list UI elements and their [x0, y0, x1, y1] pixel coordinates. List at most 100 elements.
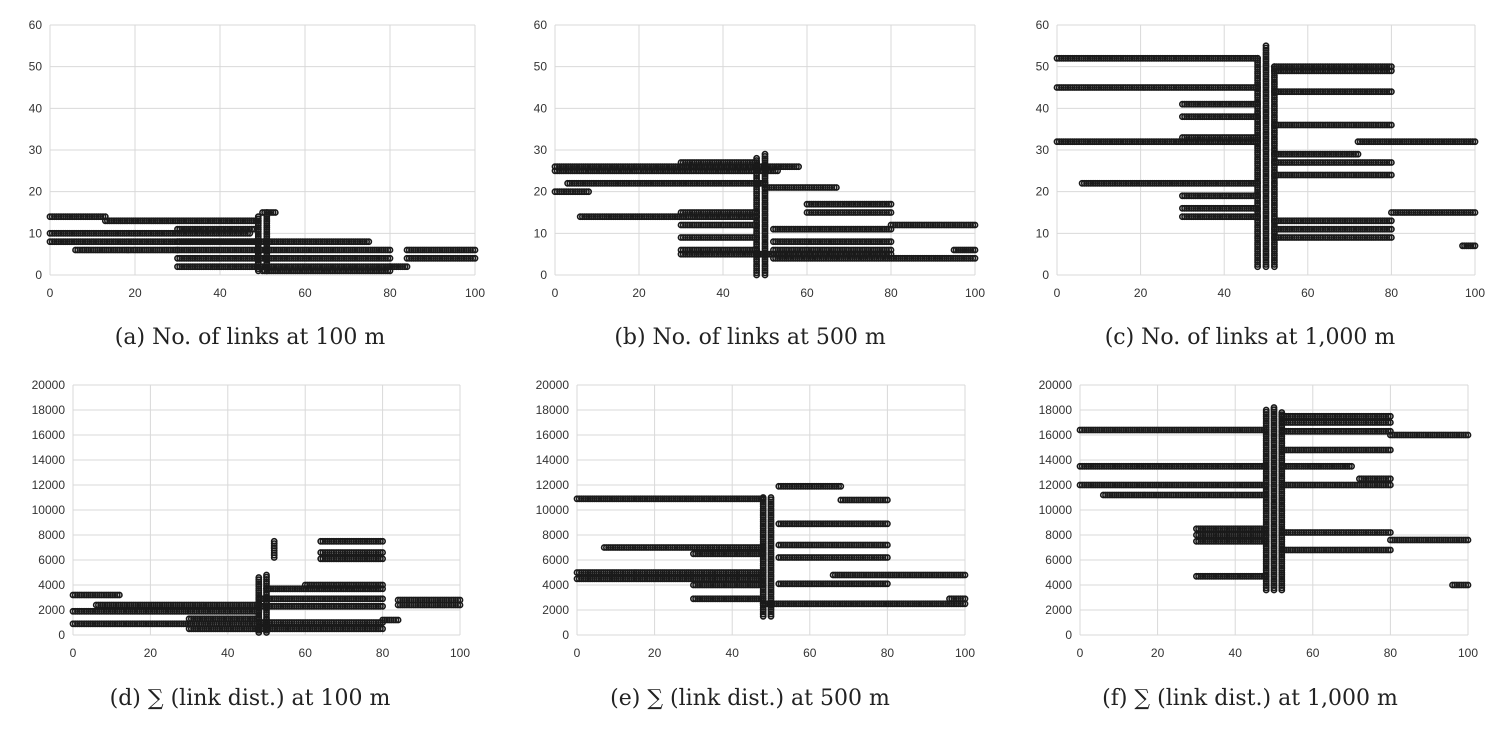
- data-point: [299, 595, 307, 603]
- data-point: [876, 246, 884, 254]
- data-point: [1270, 170, 1278, 178]
- data-point: [716, 167, 724, 175]
- data-point: [715, 250, 722, 258]
- data-point: [603, 179, 611, 187]
- data-point: [761, 242, 769, 250]
- data-point: [93, 591, 101, 599]
- data-point: [846, 254, 854, 262]
- data-point: [658, 213, 666, 221]
- data-point: [1262, 194, 1270, 202]
- data-point: [317, 595, 325, 603]
- data-point: [1270, 144, 1278, 152]
- data-point: [753, 198, 760, 206]
- data-point: [1104, 84, 1112, 91]
- data-point: [823, 209, 831, 216]
- data-point-run: [1178, 100, 1261, 108]
- data-point: [358, 238, 366, 246]
- data-point: [193, 225, 201, 233]
- data-point: [224, 225, 232, 233]
- data-point: [885, 209, 893, 216]
- data-point: [464, 254, 472, 262]
- data-point: [254, 230, 262, 238]
- data-point: [1361, 121, 1369, 129]
- data-point: [700, 544, 707, 551]
- data-point: [359, 595, 367, 603]
- data-point: [1387, 67, 1395, 75]
- data-point: [1234, 113, 1242, 121]
- data-point: [1365, 88, 1373, 96]
- data-point: [1334, 217, 1342, 225]
- data-point: [273, 595, 280, 603]
- data-point: [127, 620, 134, 628]
- data-point: [717, 179, 725, 187]
- data-point: [753, 253, 760, 261]
- data-point-run: [46, 213, 109, 221]
- data-point: [839, 496, 847, 504]
- data-point: [125, 229, 133, 237]
- data-point: [581, 213, 588, 221]
- data-point: [891, 221, 899, 229]
- data-point: [306, 602, 313, 610]
- data-point: [1328, 88, 1336, 96]
- data-point: [860, 246, 868, 254]
- data-point: [1124, 179, 1132, 187]
- data-point: [607, 213, 615, 221]
- data-point: [425, 246, 433, 254]
- data-point: [120, 246, 128, 254]
- data-point: [1339, 88, 1347, 96]
- data-point: [1270, 168, 1278, 176]
- data-point: [1187, 192, 1195, 200]
- data-point: [833, 254, 841, 262]
- data-point: [341, 581, 349, 589]
- data-point: [1308, 171, 1316, 179]
- x-tick-label: 20: [648, 646, 662, 660]
- data-point: [1223, 54, 1231, 62]
- data-point: [1361, 159, 1369, 166]
- data-point: [605, 179, 613, 187]
- data-point: [263, 209, 271, 216]
- data-point: [341, 619, 349, 626]
- data-point-run: [1254, 54, 1261, 271]
- data-point: [1281, 88, 1289, 96]
- data-point: [132, 601, 140, 609]
- data-point: [883, 200, 890, 208]
- data-point: [1082, 84, 1090, 91]
- data-point: [582, 495, 590, 503]
- data-point: [1376, 171, 1384, 179]
- data-point: [347, 246, 354, 254]
- data-point: [82, 591, 90, 599]
- data-point: [727, 167, 735, 175]
- data-point: [841, 209, 848, 216]
- data-point: [317, 602, 325, 610]
- data-point: [1321, 67, 1329, 75]
- data-point: [1142, 179, 1150, 187]
- data-point: [283, 238, 291, 246]
- data-point: [375, 254, 383, 262]
- data-point: [359, 537, 367, 545]
- data-point: [852, 520, 860, 528]
- data-point: [294, 254, 302, 262]
- data-point: [805, 254, 812, 262]
- data-point: [1381, 159, 1389, 166]
- data-point: [354, 625, 362, 633]
- data-point: [1332, 234, 1340, 241]
- y-tick-label: 20000: [536, 378, 570, 392]
- data-point: [1334, 159, 1342, 166]
- data-point: [255, 620, 263, 628]
- data-point: [279, 238, 287, 246]
- data-point: [254, 224, 262, 231]
- data-point: [964, 254, 972, 262]
- data-point: [688, 250, 696, 258]
- data-point: [263, 226, 271, 234]
- data-point: [319, 238, 326, 246]
- data-point: [792, 225, 799, 233]
- data-point: [350, 595, 358, 603]
- data-point-run: [259, 267, 394, 275]
- data-point: [1174, 84, 1182, 91]
- data-point: [321, 555, 329, 563]
- data-point: [1359, 67, 1367, 75]
- data-point-run: [185, 625, 386, 633]
- data-point: [447, 246, 455, 254]
- data-point: [1339, 67, 1347, 75]
- data-point: [1177, 179, 1185, 187]
